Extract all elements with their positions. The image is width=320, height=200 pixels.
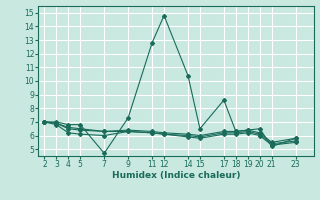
X-axis label: Humidex (Indice chaleur): Humidex (Indice chaleur) [112, 171, 240, 180]
